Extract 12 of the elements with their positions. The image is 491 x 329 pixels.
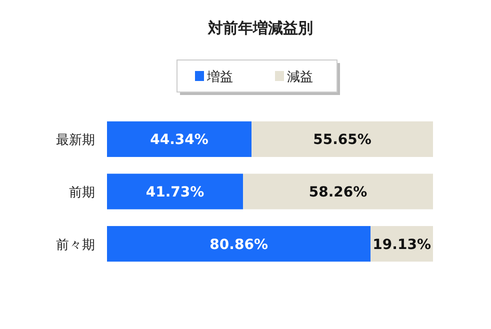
y-tick-label: 前期 xyxy=(69,186,95,200)
y-tick-label: 前々期 xyxy=(56,238,95,253)
y-tick-label: 最新期 xyxy=(56,133,95,148)
legend-label: 減益 xyxy=(287,70,313,85)
chart-title: 対前年増減益別 xyxy=(207,19,313,37)
data-label: 41.73% xyxy=(146,184,204,200)
data-label: 44.34% xyxy=(150,132,208,148)
data-label: 80.86% xyxy=(210,236,268,253)
legend-label: 増益 xyxy=(206,69,233,85)
data-label: 58.26% xyxy=(308,184,368,200)
data-label: 19.13% xyxy=(372,236,431,253)
data-label: 55.65% xyxy=(313,132,372,148)
